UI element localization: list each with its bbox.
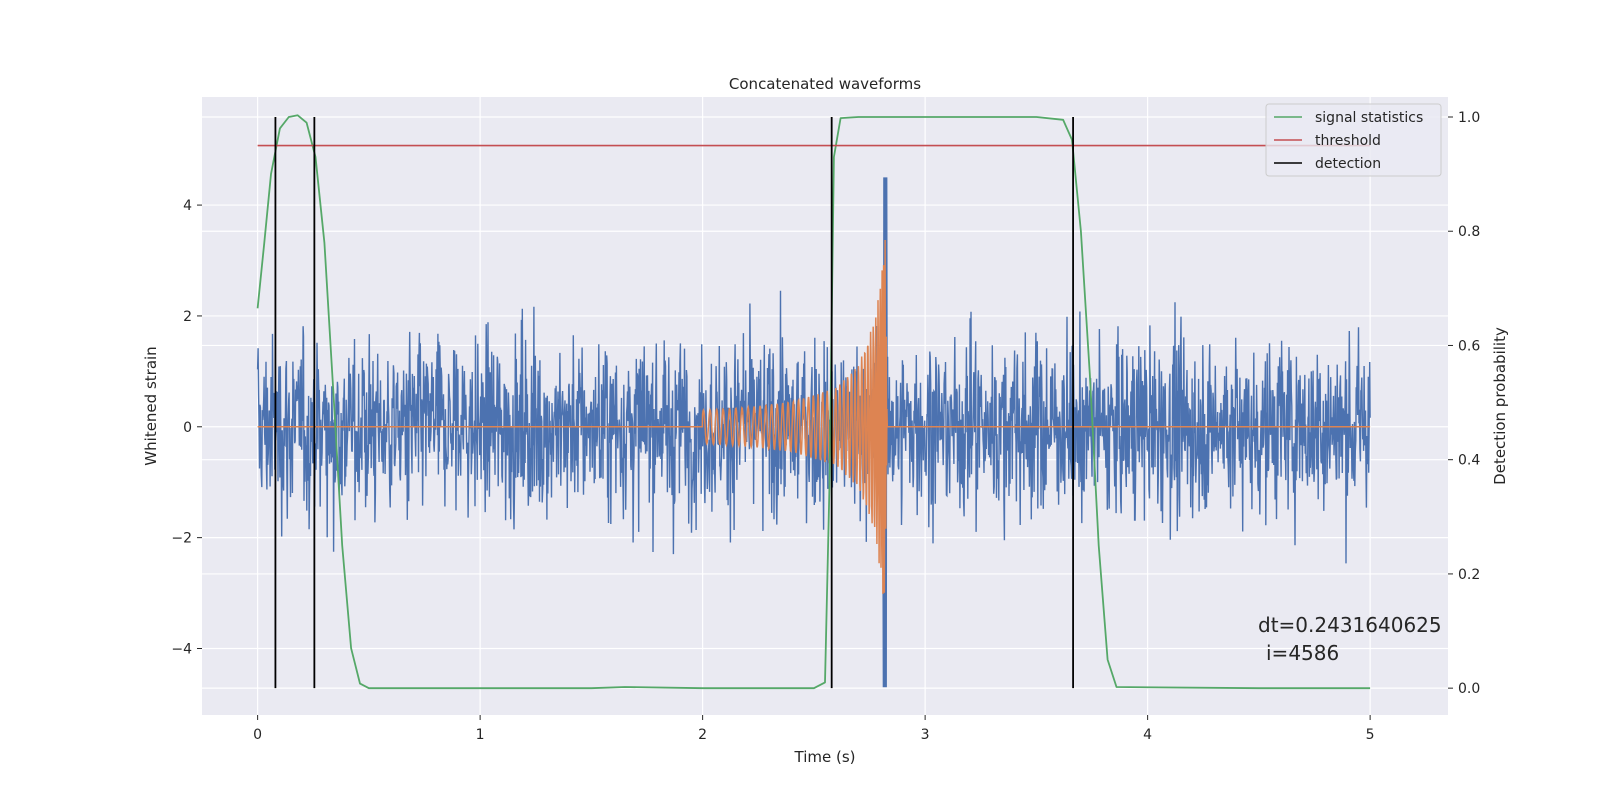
ticks: 0 1 2 3 4 5 −4 −2 0 2 4 0.0 0.2 0.4 0.6 0.8 1.0	[171, 110, 1480, 743]
y-left-tick-label: 0	[183, 420, 192, 436]
y-left-tick-label: 4	[183, 198, 192, 214]
y-right-tick-label: 0.4	[1458, 453, 1480, 469]
annotation-dt: dt=0.2431640625	[1258, 613, 1442, 637]
series-signal-statistics	[256, 114, 1371, 690]
y-left-tick-label: −2	[171, 531, 192, 547]
y-right-tick-label: 0.2	[1458, 567, 1480, 583]
annotation-i: i=4586	[1266, 641, 1339, 665]
legend-label-detection: detection	[1315, 156, 1381, 172]
x-tick-label: 0	[253, 727, 262, 743]
y-left-tick-label: −4	[171, 641, 192, 657]
y-axis-label-left: Whitened strain	[142, 346, 160, 465]
y-right-tick-label: 1.0	[1458, 110, 1480, 126]
legend-box	[1265, 103, 1442, 177]
series-chirp	[257, 239, 1371, 594]
y-axis-label-right: Detection probability	[1491, 327, 1509, 485]
y-left-tick-label: 2	[183, 309, 192, 325]
legend: signal statistics threshold detection	[1265, 103, 1442, 177]
legend-label-threshold: threshold	[1315, 133, 1381, 149]
x-tick-label: 5	[1366, 727, 1375, 743]
y-right-tick-label: 0.0	[1458, 681, 1480, 697]
y-right-tick-label: 0.6	[1458, 338, 1480, 354]
chart-title: Concatenated waveforms	[729, 75, 921, 93]
x-tick-label: 2	[698, 727, 707, 743]
x-tick-label: 4	[1143, 727, 1152, 743]
x-tick-label: 1	[476, 727, 485, 743]
x-tick-label: 3	[921, 727, 930, 743]
legend-label-signal-statistics: signal statistics	[1315, 110, 1423, 126]
x-axis-label: Time (s)	[794, 748, 856, 766]
y-right-tick-label: 0.8	[1458, 224, 1480, 240]
data-layer	[256, 114, 1371, 690]
